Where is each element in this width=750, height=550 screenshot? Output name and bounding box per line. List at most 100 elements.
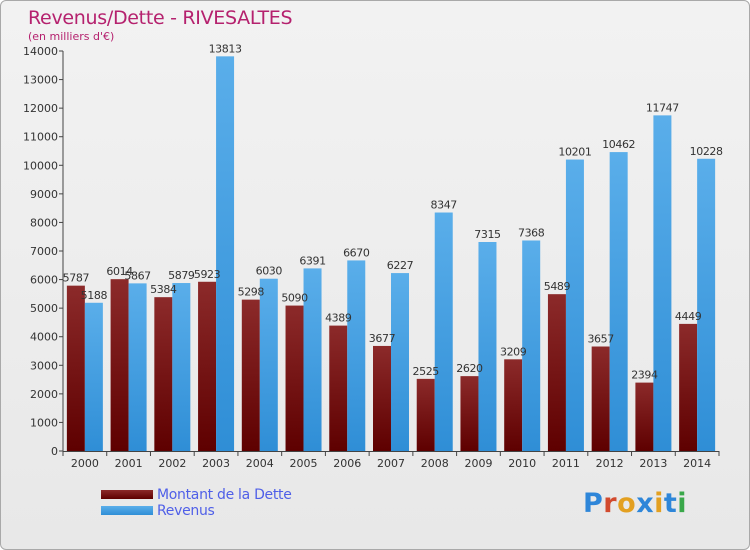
value-label-revenus: 6670 bbox=[343, 246, 370, 259]
bar-dette bbox=[154, 297, 173, 451]
bars bbox=[66, 56, 716, 452]
legend-swatch-revenus bbox=[101, 506, 153, 515]
bar-revenus bbox=[522, 240, 541, 451]
axes: 0 1000 2000 3000 4000 5000 6000 7000 8000 9000 100… bbox=[23, 45, 720, 470]
bar-dette bbox=[198, 281, 217, 451]
value-label-dette: 2620 bbox=[456, 362, 483, 375]
logo-letter: r bbox=[603, 488, 618, 519]
y-tick-label: 3000 bbox=[30, 359, 58, 372]
bar-dette bbox=[285, 305, 304, 451]
y-tick-label: 2000 bbox=[30, 388, 58, 401]
value-label-dette: 5923 bbox=[194, 268, 221, 281]
bar-revenus bbox=[653, 115, 672, 451]
bar-dette bbox=[547, 294, 566, 451]
y-tick-label: 5000 bbox=[30, 302, 58, 315]
chart-title: Revenus/Dette - RIVESALTES bbox=[28, 7, 293, 29]
bar-revenus bbox=[478, 242, 497, 451]
value-label-dette: 6014 bbox=[106, 265, 133, 278]
value-label-dette: 5787 bbox=[63, 272, 90, 285]
value-label-revenus: 5867 bbox=[124, 269, 151, 282]
value-label-dette: 2525 bbox=[413, 365, 440, 378]
bar-revenus bbox=[565, 159, 584, 452]
value-label-dette: 3209 bbox=[500, 345, 527, 358]
bar-revenus bbox=[609, 152, 628, 452]
y-tick-label: 7000 bbox=[30, 245, 58, 258]
bar-revenus bbox=[128, 283, 147, 451]
value-label-revenus: 10228 bbox=[690, 145, 723, 158]
bar-revenus bbox=[84, 302, 103, 451]
y-tick-label: 12000 bbox=[23, 102, 58, 115]
value-label-dette: 3677 bbox=[369, 332, 396, 345]
x-tick-label: 2000 bbox=[71, 457, 99, 470]
y-tick-label: 1000 bbox=[30, 416, 58, 429]
value-label-dette: 5384 bbox=[150, 283, 177, 296]
logo-letter: i bbox=[677, 488, 688, 519]
value-label-dette: 5090 bbox=[281, 292, 308, 305]
bar-revenus bbox=[216, 56, 235, 451]
bar-dette bbox=[373, 345, 391, 451]
y-tick-label: 4000 bbox=[30, 331, 58, 344]
x-tick-label: 2003 bbox=[202, 457, 230, 470]
bar-revenus bbox=[391, 273, 409, 451]
bar-revenus bbox=[347, 260, 366, 451]
value-label-dette: 3657 bbox=[587, 333, 614, 346]
x-tick-label: 2012 bbox=[596, 457, 624, 470]
value-label-revenus: 10462 bbox=[602, 138, 635, 151]
value-label-revenus: 6030 bbox=[256, 265, 283, 278]
logo-letter: o bbox=[617, 488, 637, 519]
x-tick-label: 2009 bbox=[464, 457, 492, 470]
bar-dette bbox=[329, 325, 348, 451]
value-label-revenus: 10201 bbox=[558, 146, 591, 159]
x-tick-label: 2001 bbox=[115, 457, 143, 470]
value-label-dette: 5489 bbox=[544, 280, 571, 293]
logo-letter: i bbox=[654, 488, 664, 519]
value-label-revenus: 8347 bbox=[431, 199, 458, 212]
bar-dette bbox=[416, 378, 435, 451]
y-tick-label: 11000 bbox=[23, 131, 58, 144]
value-label-revenus: 13813 bbox=[209, 42, 242, 55]
y-tick-label: 0 bbox=[51, 445, 58, 458]
logo-letter: x bbox=[636, 488, 655, 519]
y-tick-label: 10000 bbox=[23, 159, 58, 172]
bar-revenus bbox=[697, 158, 716, 451]
value-label-revenus: 6227 bbox=[387, 259, 414, 272]
logo-letter: t bbox=[663, 488, 678, 519]
x-tick-label: 2002 bbox=[158, 457, 186, 470]
x-tick-label: 2004 bbox=[246, 457, 274, 470]
logo-letter: P bbox=[583, 488, 604, 519]
value-label-revenus: 7368 bbox=[518, 226, 545, 239]
x-tick-label: 2014 bbox=[683, 457, 711, 470]
value-label-revenus: 5879 bbox=[168, 269, 195, 282]
x-tick-label: 2005 bbox=[290, 457, 318, 470]
x-tick-label: 2006 bbox=[333, 457, 361, 470]
y-tick-label: 14000 bbox=[23, 45, 58, 58]
bar-dette bbox=[460, 376, 479, 451]
y-tick-label: 8000 bbox=[30, 216, 58, 229]
bar-dette bbox=[679, 323, 698, 451]
value-label-revenus: 7315 bbox=[474, 228, 501, 241]
x-tick-label: 2010 bbox=[508, 457, 536, 470]
legend-swatch-debt bbox=[101, 490, 153, 499]
bar-dette bbox=[504, 359, 523, 451]
chart-subtitle: (en milliers d'€) bbox=[28, 30, 115, 43]
bar-dette bbox=[241, 299, 260, 451]
bar-revenus bbox=[434, 212, 453, 451]
value-label-revenus: 6391 bbox=[299, 254, 325, 267]
y-tick-label: 6000 bbox=[30, 274, 58, 287]
value-label-dette: 4449 bbox=[675, 310, 702, 323]
value-label-dette: 4389 bbox=[325, 312, 352, 325]
proxiti-logo: Proxiti bbox=[583, 488, 687, 519]
bar-dette bbox=[591, 346, 610, 451]
x-tick-label: 2008 bbox=[421, 457, 449, 470]
value-label-revenus: 5188 bbox=[81, 289, 108, 302]
bar-dette bbox=[110, 279, 129, 451]
x-tick-label: 2007 bbox=[377, 457, 405, 470]
legend-label-debt: Montant de la Dette bbox=[157, 487, 292, 503]
bar-revenus bbox=[259, 278, 278, 451]
legend-label-revenus: Revenus bbox=[157, 503, 215, 519]
value-label-dette: 5298 bbox=[238, 286, 265, 299]
x-tick-label: 2011 bbox=[552, 457, 580, 470]
y-tick-label: 13000 bbox=[23, 74, 58, 87]
value-label-dette: 2394 bbox=[631, 369, 658, 382]
